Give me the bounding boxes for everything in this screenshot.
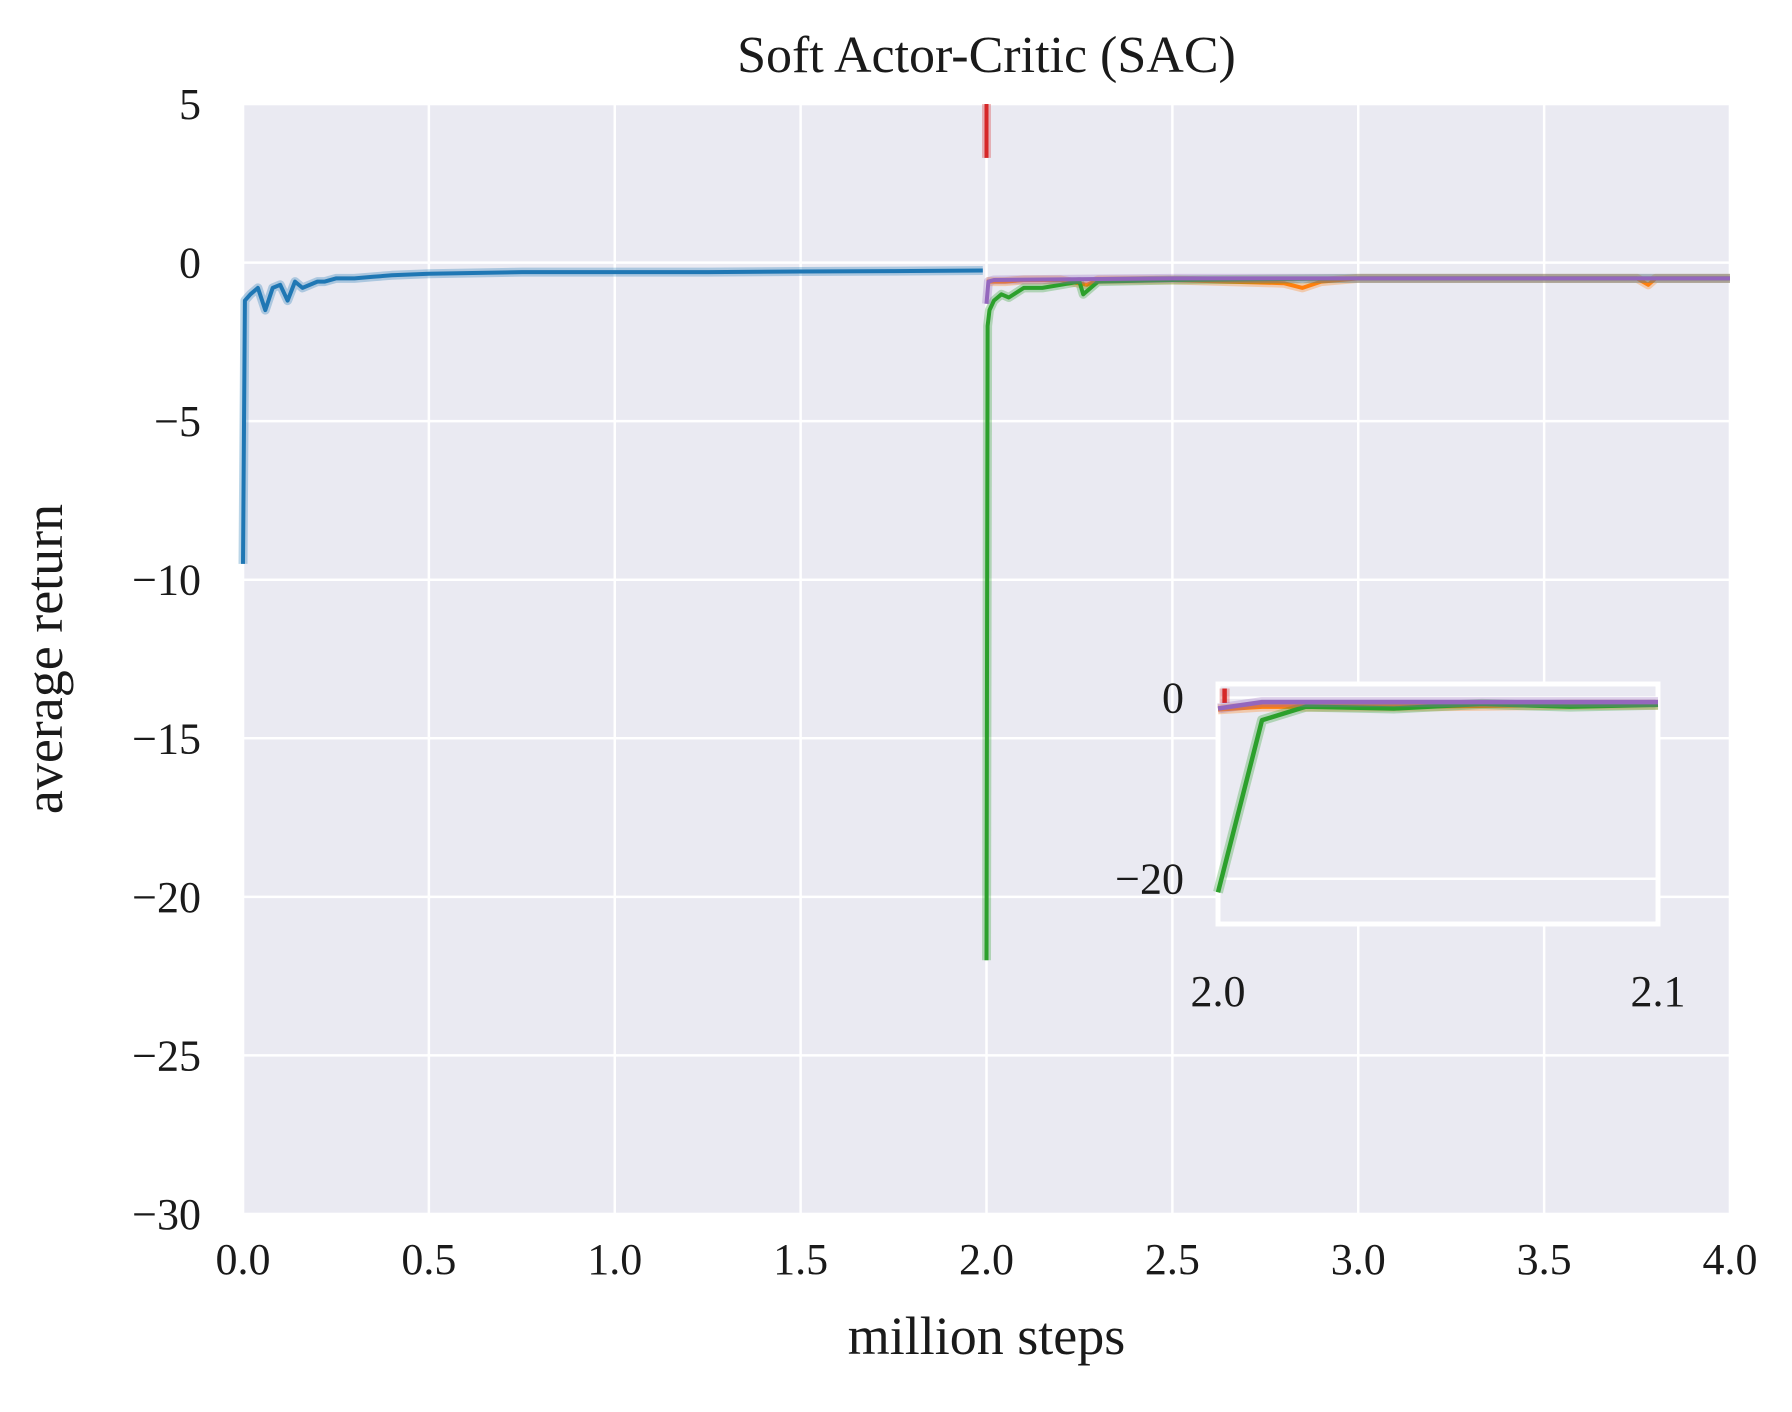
series-layer xyxy=(238,104,1730,961)
inset-series-2 xyxy=(1215,701,1659,893)
y-tick-label: −20 xyxy=(132,873,201,922)
inset-frame xyxy=(1215,681,1661,927)
series-line xyxy=(241,268,983,564)
series-line xyxy=(984,276,1730,304)
tick-labels: 0.0 0.5 1.0 1.5 2.0 2.5 3.0 3.5 4.0 5 0 −5 −10 −15 −20… xyxy=(132,80,1757,1284)
x-tick-label: 3.0 xyxy=(1331,1235,1386,1284)
inset-y-tick-label: 0 xyxy=(1162,674,1184,723)
x-tick-label: 1.5 xyxy=(773,1235,828,1284)
chart-title: Soft Actor-Critic (SAC) xyxy=(737,27,1236,84)
y-tick-label: −25 xyxy=(132,1031,201,1080)
y-tick-label: −10 xyxy=(132,556,201,605)
x-tick-label: 2.5 xyxy=(1145,1235,1200,1284)
x-tick-label: 0.5 xyxy=(401,1235,456,1284)
y-tick-label: −15 xyxy=(132,714,201,763)
y-tick-label: −5 xyxy=(154,397,201,446)
inset-x-tick-label: 2.1 xyxy=(1631,967,1686,1016)
series-1 xyxy=(238,266,983,564)
x-tick-label: 0.0 xyxy=(216,1235,271,1284)
inset-x-tick-label: 2.0 xyxy=(1191,967,1246,1016)
x-axis-label: million steps xyxy=(848,1306,1126,1366)
y-tick-label: 5 xyxy=(179,80,201,129)
x-tick-label: 4.0 xyxy=(1703,1235,1758,1284)
y-tick-label: 0 xyxy=(179,239,201,288)
x-tick-label: 3.5 xyxy=(1517,1235,1572,1284)
x-tick-label: 2.0 xyxy=(959,1235,1014,1284)
inset-chart: 0 −20 2.0 2.1 xyxy=(1115,674,1685,1016)
y-axis-label: average return xyxy=(14,504,74,814)
inset-y-tick-label: −20 xyxy=(1115,855,1184,904)
inset-series-4 xyxy=(1217,699,1658,711)
series-5 xyxy=(982,273,1730,305)
x-tick-label: 1.0 xyxy=(587,1235,642,1284)
y-tick-label: −30 xyxy=(132,1190,201,1239)
